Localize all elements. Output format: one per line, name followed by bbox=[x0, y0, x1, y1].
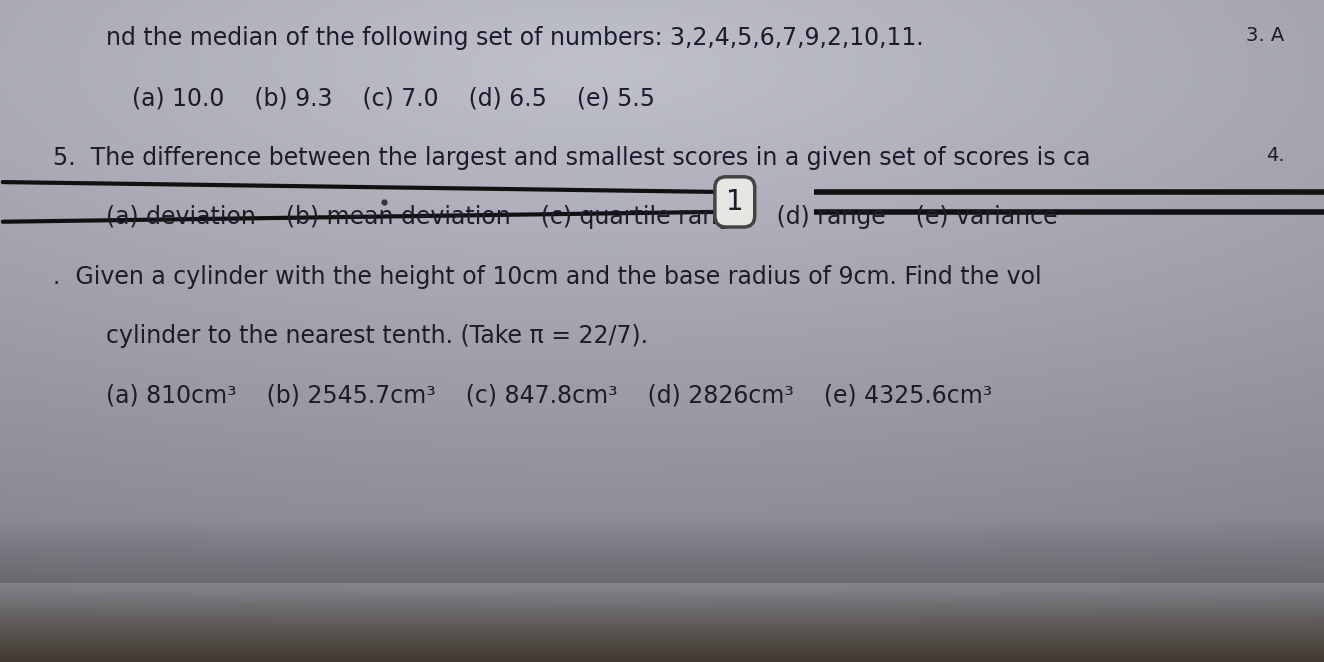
Text: 4.: 4. bbox=[1266, 146, 1284, 165]
Text: (a) 810cm³    (b) 2545.7cm³    (c) 847.8cm³    (d) 2826cm³    (e) 4325.6cm³: (a) 810cm³ (b) 2545.7cm³ (c) 847.8cm³ (d… bbox=[106, 384, 992, 408]
Text: 5.  The difference between the largest and smallest scores in a given set of sco: 5. The difference between the largest an… bbox=[53, 146, 1091, 169]
Text: 3. A: 3. A bbox=[1246, 26, 1284, 46]
Text: 1: 1 bbox=[726, 188, 744, 216]
Text: (a) deviation    (b) mean deviation    (c) quartile range    (d) range    (e) va: (a) deviation (b) mean deviation (c) qua… bbox=[106, 205, 1058, 229]
Text: (a) 10.0    (b) 9.3    (c) 7.0    (d) 6.5    (e) 5.5: (a) 10.0 (b) 9.3 (c) 7.0 (d) 6.5 (e) 5.5 bbox=[132, 86, 655, 110]
Text: cylinder to the nearest tenth. (Take π = 22/7).: cylinder to the nearest tenth. (Take π =… bbox=[106, 324, 647, 348]
Text: nd the median of the following set of numbers: 3,2,4,5,6,7,9,2,10,11.: nd the median of the following set of nu… bbox=[106, 26, 924, 50]
Text: .  Given a cylinder with the height of 10cm and the base radius of 9cm. Find the: . Given a cylinder with the height of 10… bbox=[53, 265, 1042, 289]
